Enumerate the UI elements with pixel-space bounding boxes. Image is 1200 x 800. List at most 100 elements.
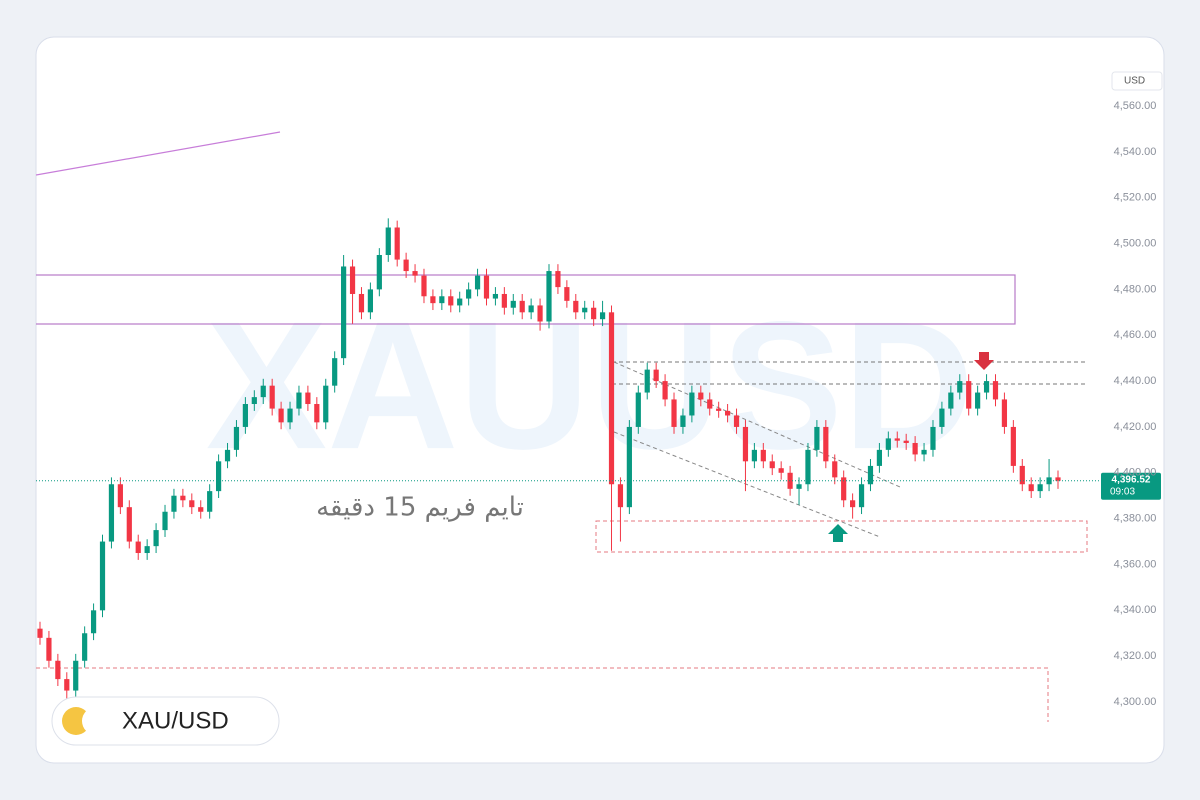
candle-body [707, 399, 713, 409]
candle-body [135, 541, 141, 554]
candle-body [421, 275, 427, 297]
candle-body [55, 660, 61, 680]
down-arrow [974, 352, 994, 370]
candle-body [698, 392, 704, 400]
candle-body [457, 298, 463, 306]
candle-body [644, 369, 650, 393]
candle-body [948, 392, 954, 409]
candle-body [189, 500, 195, 508]
candles [37, 218, 1061, 703]
candle-body [858, 484, 865, 508]
candle-body [224, 449, 231, 462]
candle-body [64, 679, 70, 691]
candle-body [296, 392, 302, 409]
candle-body [626, 426, 632, 508]
candle-body [117, 484, 123, 508]
candle-body [689, 392, 695, 416]
candle-body [912, 442, 918, 455]
price-tag: 4,396.52 09:03 [1101, 472, 1161, 500]
candle-body [519, 300, 525, 313]
candle-body [608, 312, 615, 485]
candle-body [510, 300, 516, 308]
candle-body [769, 461, 775, 469]
y-tick-label: 4,480.00 [1114, 283, 1157, 295]
candle-body [162, 511, 168, 531]
symbol-badge[interactable]: XAU/USD [51, 696, 280, 746]
trend-line [36, 131, 281, 176]
candle-body [751, 449, 757, 462]
candle-body [805, 449, 811, 485]
candle-body [635, 392, 641, 427]
candle-body [823, 426, 829, 462]
candle-body [367, 289, 374, 313]
candle-body [716, 408, 722, 411]
candle-body [832, 461, 838, 478]
candle-body [323, 385, 329, 423]
candle-body [724, 410, 731, 416]
watermark: XAUUSD [206, 283, 975, 487]
y-tick-label: 4,340.00 [1114, 604, 1157, 616]
channel-line [613, 361, 901, 488]
candle-body [278, 408, 284, 423]
candle-body [1046, 477, 1052, 485]
candle-body [483, 275, 490, 299]
candle-body [957, 381, 963, 393]
candle-body [474, 275, 481, 290]
candle-body [564, 287, 570, 301]
candle-body [439, 296, 445, 304]
candle-body [599, 312, 606, 320]
candle-body [867, 465, 874, 485]
y-tick-label: 4,500.00 [1114, 237, 1157, 249]
axis-unit: USD [1124, 76, 1145, 87]
y-tick-label: 4,380.00 [1114, 513, 1157, 525]
candle-body [975, 392, 981, 409]
candle-body [573, 300, 579, 313]
candle-body [466, 289, 472, 299]
candle-body [251, 397, 257, 405]
price-tag-bg [1101, 472, 1161, 500]
candle-body [37, 628, 43, 638]
unit-box [1111, 71, 1163, 91]
candle-body [358, 293, 365, 313]
candle-body [376, 255, 382, 290]
candle-body [787, 472, 793, 489]
y-tick-label: 4,300.00 [1114, 696, 1157, 708]
candle-body [760, 449, 766, 462]
candle-body [582, 307, 588, 313]
candle-body [671, 399, 677, 427]
candle-body [1037, 484, 1043, 492]
candle-body [992, 381, 999, 400]
candle-body [260, 385, 266, 398]
candle-body [73, 660, 79, 691]
candle-body [796, 484, 802, 489]
candle-body [537, 305, 543, 322]
candle-body [1055, 477, 1061, 481]
symbol: XAU/USD [122, 707, 229, 734]
candle-body [180, 495, 186, 501]
candle-body [546, 271, 552, 322]
candle-body [90, 610, 97, 634]
candle-body [1001, 399, 1008, 427]
candle-body [1028, 484, 1034, 492]
y-tick-label: 4,320.00 [1114, 650, 1157, 662]
candle-body [82, 633, 88, 661]
candle-body [921, 449, 927, 455]
candle-body [349, 266, 356, 294]
candle-body [1010, 426, 1016, 466]
candle-body [850, 500, 856, 508]
candle-body [171, 495, 177, 512]
candle-body [617, 484, 624, 508]
candle-body [1019, 465, 1025, 485]
candle-body [341, 266, 347, 359]
plot: XAUUSD تایم فریم 15 دقیقه [36, 131, 1100, 722]
target-line [36, 667, 1049, 722]
candle-body [305, 392, 311, 405]
candle-body [894, 438, 900, 441]
candle-body [385, 227, 391, 256]
candle-body [126, 507, 132, 542]
candle-body [430, 296, 436, 304]
candle-body [662, 381, 668, 400]
candle-body [215, 461, 222, 492]
candle-body [733, 415, 740, 427]
